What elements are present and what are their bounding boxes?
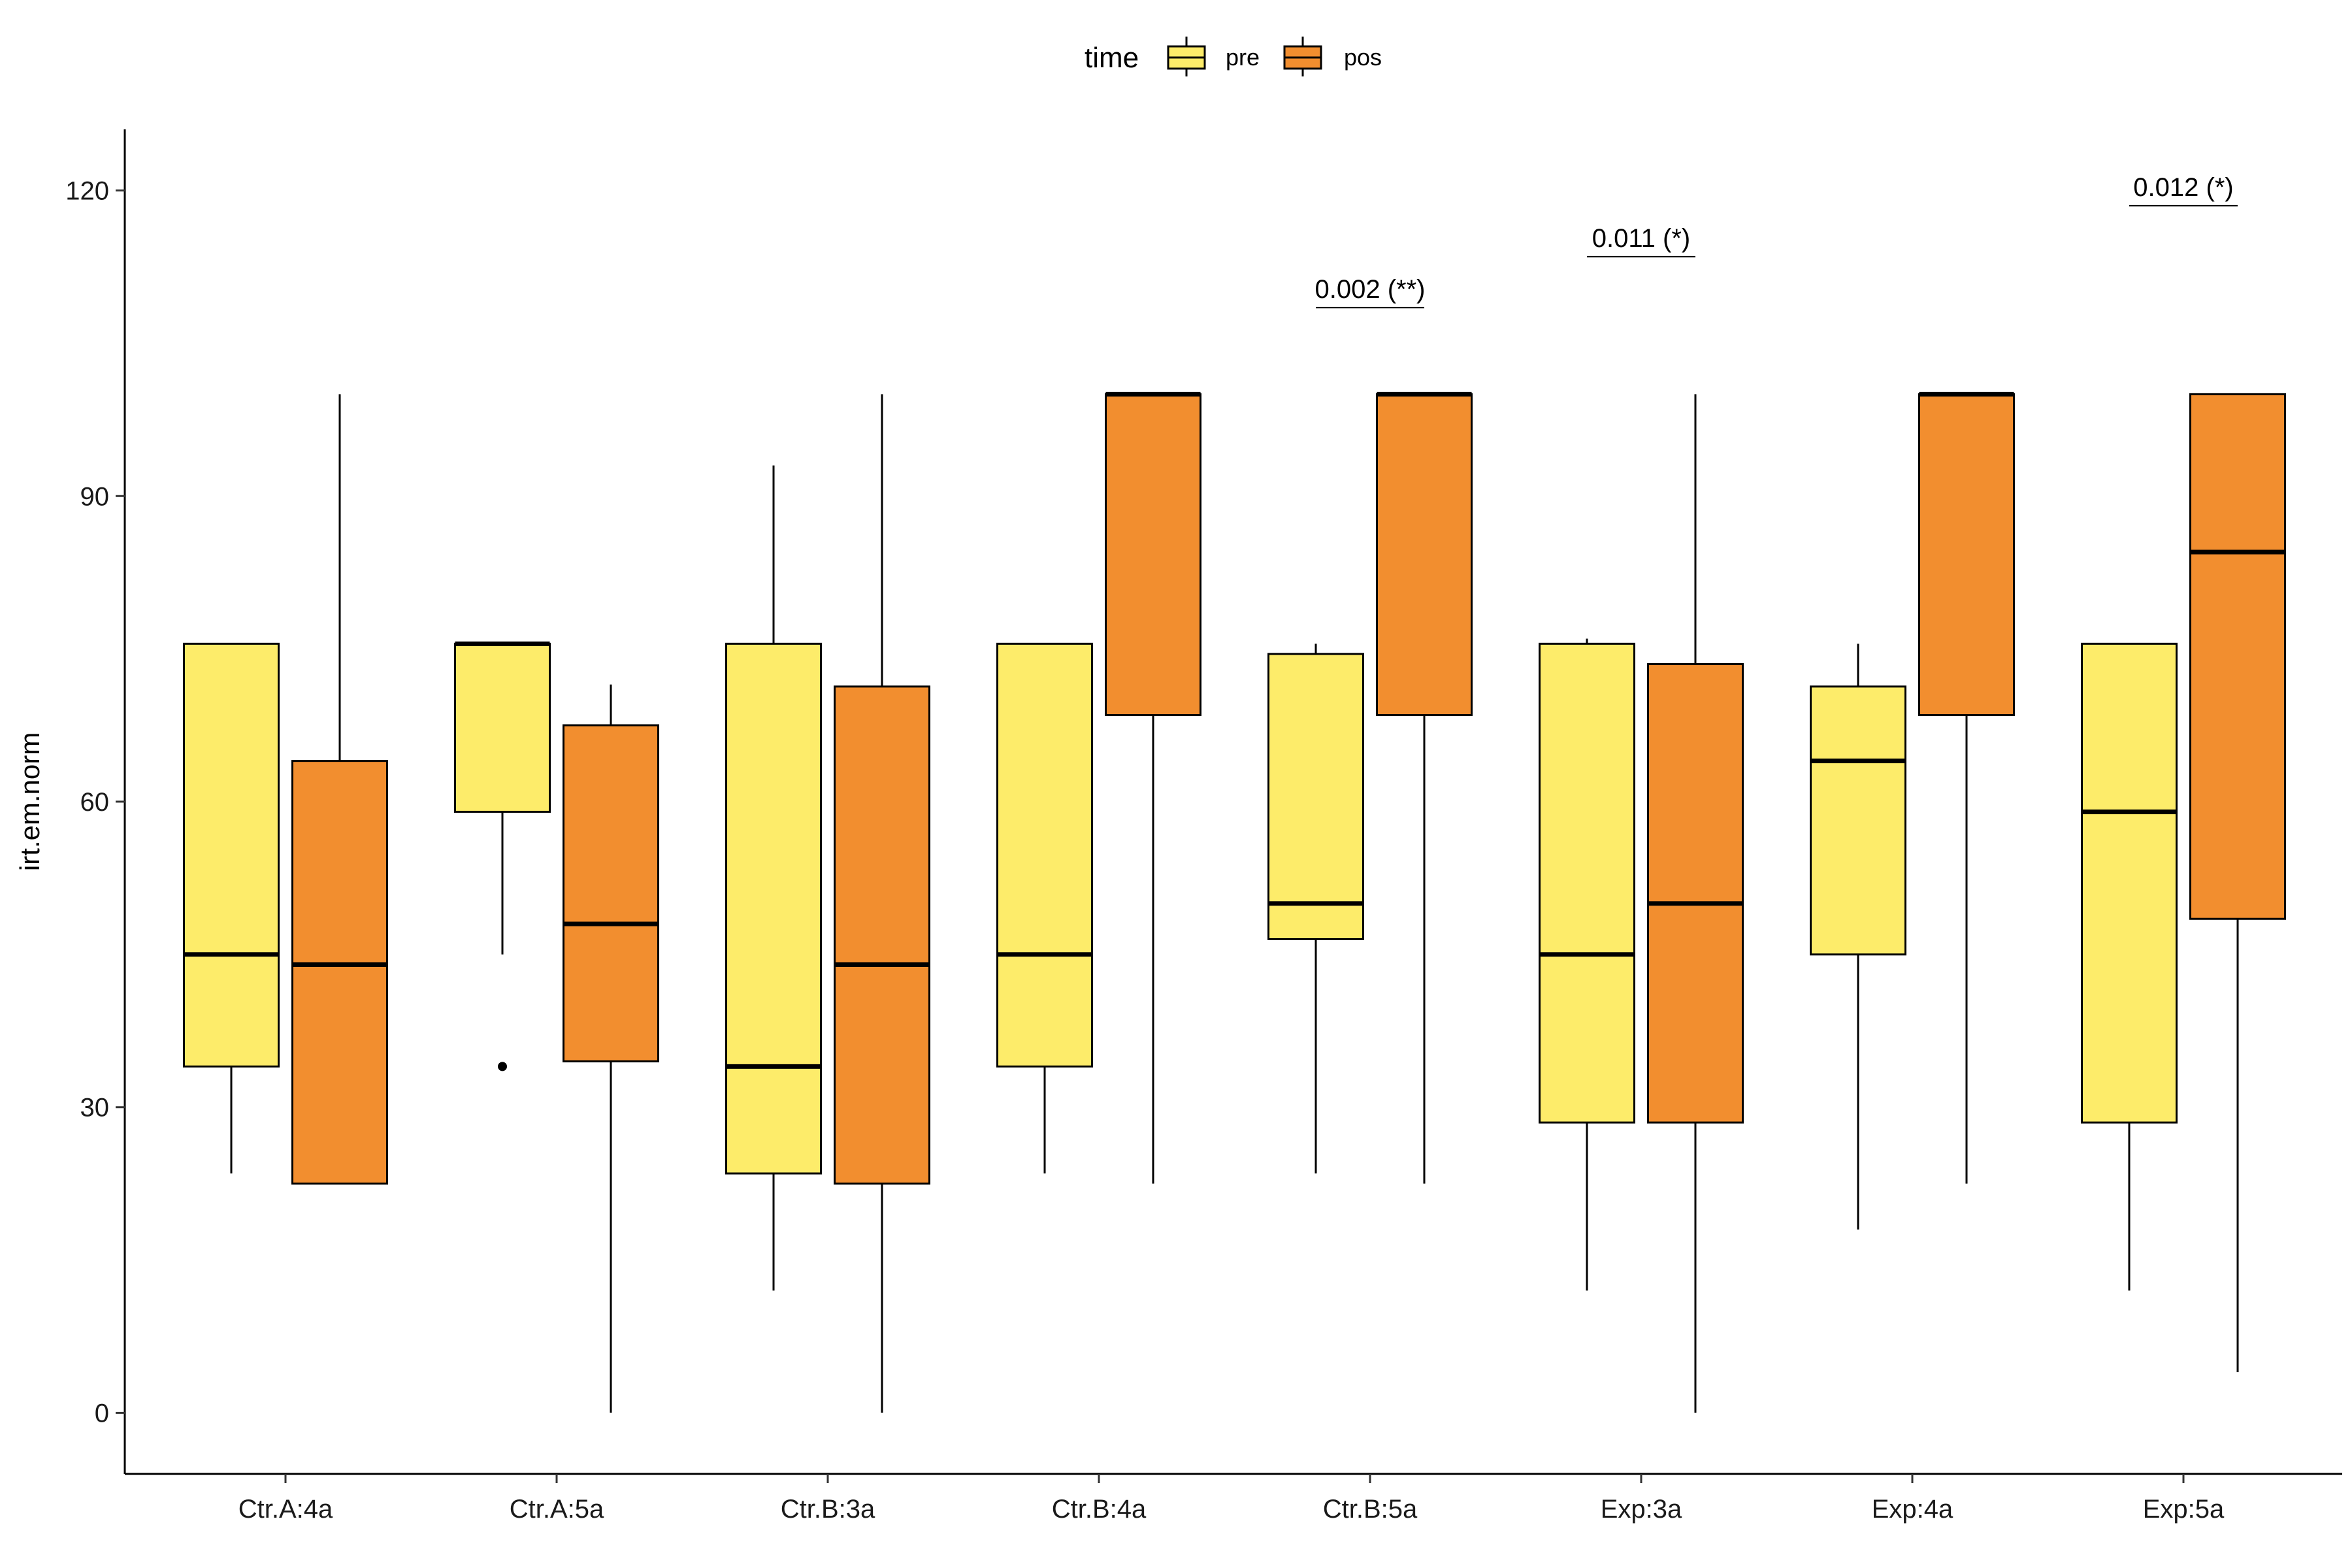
box-body	[183, 642, 280, 1068]
box-body	[1105, 393, 1201, 716]
box-pre-Ctr.B:5a	[1267, 644, 1364, 1174]
y-ticks: 0 30 60 90 120	[65, 177, 125, 1428]
box-pos-Exp:4a	[1918, 391, 2015, 1184]
box-pre-Ctr.B:4a	[996, 642, 1093, 1174]
x-tick-label: Exp:3a	[1601, 1495, 1682, 1524]
box-pre-Ctr.B:3a	[725, 465, 822, 1291]
box-pre-Ctr.A:4a	[183, 642, 280, 1174]
x-tick-label: Ctr.B:4a	[1052, 1495, 1147, 1524]
annotation-label: 0.011 (*)	[1592, 224, 1690, 253]
box-pre-Exp:5a	[2081, 642, 2178, 1291]
box-body	[291, 760, 388, 1185]
box-body	[563, 724, 659, 1063]
legend-title: time	[1085, 42, 1139, 74]
box-body	[725, 642, 822, 1175]
box-body	[1267, 653, 1364, 940]
boxes	[183, 391, 2286, 1413]
legend-key-pre: pre	[1167, 37, 1260, 76]
annotation-label: 0.002 (**)	[1315, 275, 1426, 304]
y-tick-label: 60	[80, 788, 110, 817]
y-tick-label: 0	[95, 1399, 109, 1428]
box-pos-Exp:3a	[1647, 394, 1744, 1413]
box-pos-Ctr.B:4a	[1105, 391, 1201, 1184]
box-body	[1647, 663, 1744, 1124]
legend-key-pos: pos	[1283, 37, 1382, 76]
box-pos-Ctr.A:5a	[563, 684, 659, 1413]
box-body	[834, 685, 930, 1185]
box-pre-Exp:3a	[1539, 638, 1635, 1291]
y-axis-title: irt.em.norm	[14, 732, 45, 871]
box-pos-Ctr.B:5a	[1376, 391, 1473, 1184]
legend-label-pre: pre	[1226, 44, 1260, 71]
x-ticks: Ctr.A:4a Ctr.A:5a Ctr.B:3a Ctr.B:4a Ctr.B:5a…	[238, 1474, 2225, 1524]
annotations: 0.002 (**) 0.011 (*) 0.012 (*)	[1315, 173, 2238, 308]
y-tick-label: 90	[80, 482, 110, 511]
y-tick-label: 120	[65, 177, 109, 206]
box-body	[454, 642, 551, 813]
box-body	[1539, 642, 1635, 1124]
annotation-label: 0.012 (*)	[2133, 173, 2233, 202]
x-tick-label: Exp:5a	[2143, 1495, 2225, 1524]
box-pos-Ctr.B:3a	[834, 394, 930, 1413]
x-tick-label: Exp:4a	[1872, 1495, 1953, 1524]
x-tick-label: Ctr.A:5a	[510, 1495, 604, 1524]
box-body	[1918, 393, 2015, 716]
box-pos-Exp:5a	[2189, 393, 2286, 1373]
legend: time pre pos	[1085, 37, 1382, 76]
box-pos-Ctr.A:4a	[291, 394, 388, 1185]
box-body	[2189, 393, 2286, 920]
box-pre-Ctr.A:5a	[454, 641, 551, 1071]
legend-label-pos: pos	[1344, 44, 1382, 71]
y-tick-label: 30	[80, 1094, 110, 1122]
box-body	[996, 642, 1093, 1068]
box-pre-Exp:4a	[1810, 644, 1906, 1230]
box-body	[1376, 393, 1473, 716]
x-tick-label: Ctr.A:4a	[238, 1495, 333, 1524]
box-body	[2081, 642, 2178, 1124]
box-body	[1810, 685, 1906, 956]
x-tick-label: Ctr.B:5a	[1323, 1495, 1418, 1524]
outlier-point	[498, 1062, 507, 1071]
x-tick-label: Ctr.B:3a	[781, 1495, 875, 1524]
